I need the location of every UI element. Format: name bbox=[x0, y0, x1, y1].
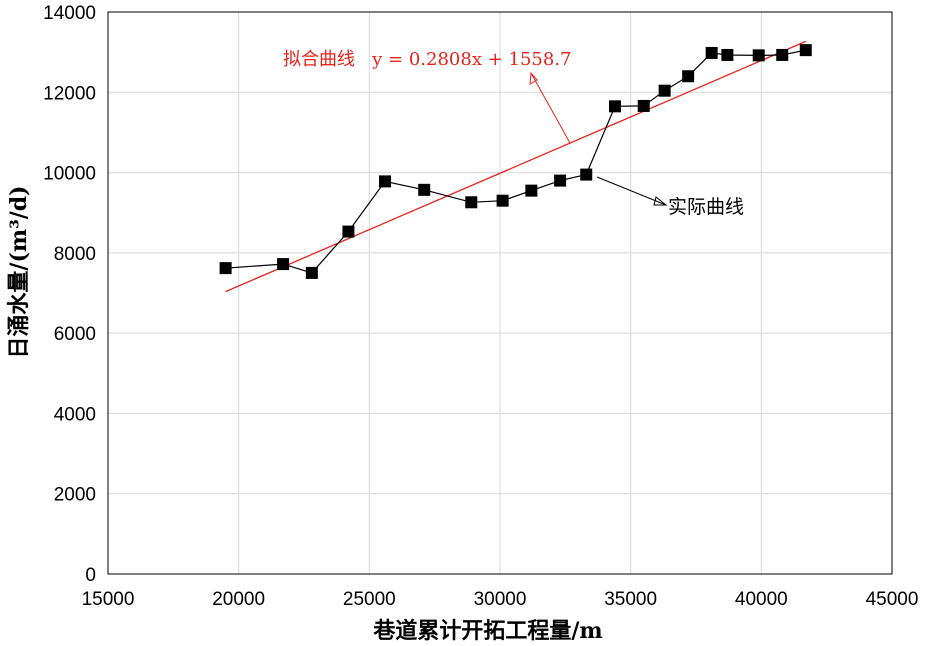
y-tick-label: 8000 bbox=[54, 244, 96, 265]
actual-data-point bbox=[305, 266, 318, 279]
ticks: 15000 20000 25000 30000 35000 40000 45000 0 2000… bbox=[43, 3, 918, 610]
actual-data-point bbox=[496, 194, 509, 207]
actual-data-point bbox=[682, 70, 695, 83]
actual-data-point bbox=[580, 168, 593, 181]
y-tick-label: 2000 bbox=[54, 485, 96, 506]
y-tick-label: 10000 bbox=[43, 164, 96, 185]
fit-annotation-label: 拟合曲线 y = 0.2808x + 1558.7 bbox=[283, 49, 572, 70]
actual-annotation-arrow-line bbox=[596, 176, 667, 206]
actual-data-point bbox=[219, 262, 232, 275]
x-tick-label: 40000 bbox=[735, 589, 788, 610]
y-axis-title: 日涌水量/(m³/d) bbox=[6, 185, 32, 358]
fit-line bbox=[225, 40, 807, 293]
y-tick-label: 14000 bbox=[43, 3, 96, 24]
y-tick-label: 12000 bbox=[43, 83, 96, 104]
actual-data-point bbox=[752, 49, 765, 62]
actual-data-point bbox=[525, 184, 538, 197]
annotations: 拟合曲线 y = 0.2808x + 1558.7 实际曲线 bbox=[283, 49, 744, 218]
actual-data-point bbox=[554, 174, 567, 187]
actual-data-point bbox=[379, 175, 392, 188]
actual-data-point bbox=[799, 44, 812, 57]
actual-data-point bbox=[721, 48, 734, 61]
actual-data-point bbox=[637, 99, 650, 112]
y-tick-label: 0 bbox=[85, 565, 96, 586]
x-tick-label: 25000 bbox=[343, 589, 396, 610]
y-tick-label: 4000 bbox=[54, 404, 96, 425]
y-tick-label: 6000 bbox=[54, 324, 96, 345]
actual-annotation-label: 实际曲线 bbox=[668, 196, 744, 218]
actual-annotation-arrowhead bbox=[653, 196, 668, 206]
x-tick-label: 20000 bbox=[212, 589, 265, 610]
fit-annotation-arrow-line bbox=[530, 72, 571, 144]
actual-data-point bbox=[465, 196, 478, 209]
fit-annotation-arrowhead bbox=[529, 71, 538, 85]
actual-data-point bbox=[705, 46, 718, 59]
actual-data-point bbox=[608, 100, 621, 113]
actual-data-point bbox=[776, 48, 789, 61]
x-tick-label: 35000 bbox=[604, 589, 657, 610]
actual-data-point bbox=[277, 258, 290, 271]
x-axis-title: 巷道累计开拓工程量/m bbox=[372, 618, 602, 644]
x-tick-label: 15000 bbox=[82, 589, 135, 610]
x-tick-label: 30000 bbox=[474, 589, 527, 610]
plot-frame bbox=[107, 11, 893, 575]
fit-line-group bbox=[225, 40, 807, 293]
x-tick-label: 45000 bbox=[866, 589, 919, 610]
actual-data-point bbox=[342, 225, 355, 238]
actual-data-point bbox=[658, 84, 671, 97]
actual-data-point bbox=[418, 183, 431, 196]
actual-series-group bbox=[219, 44, 812, 279]
